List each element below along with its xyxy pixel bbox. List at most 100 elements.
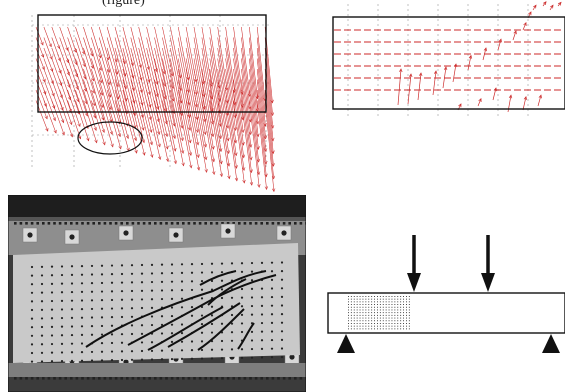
speckle-dot xyxy=(406,320,407,322)
displacement-vector xyxy=(201,68,214,137)
marker-dot xyxy=(40,325,44,329)
speckle-dot xyxy=(379,296,381,297)
marker-dot xyxy=(270,330,274,333)
speckle-dot xyxy=(394,328,396,330)
marker-dot xyxy=(280,347,284,350)
rail-hole xyxy=(58,222,62,225)
marker-dot xyxy=(60,299,64,302)
rail-hole xyxy=(19,377,23,380)
displacement-vector-head xyxy=(86,137,90,142)
marker-dot xyxy=(180,323,184,326)
displacement-vector-head xyxy=(108,93,112,98)
speckle-dot xyxy=(362,328,364,330)
displacement-vector-head xyxy=(226,137,230,142)
speckle-dot xyxy=(408,314,410,316)
speckle-dot xyxy=(382,323,384,324)
marker-dot xyxy=(170,323,174,326)
speckle-dot xyxy=(374,309,375,311)
speckle-dot xyxy=(356,325,358,327)
displacement-vector xyxy=(193,26,205,85)
marker-dot xyxy=(240,356,244,359)
marker-dot xyxy=(180,340,184,343)
marker-dot xyxy=(240,330,244,334)
rail-hole xyxy=(170,377,174,380)
speckle-dot xyxy=(379,314,381,316)
speckle-dot xyxy=(368,296,370,297)
marker-dot xyxy=(60,334,64,337)
rail-hole xyxy=(114,377,118,380)
displacement-vector xyxy=(83,26,93,57)
displacement-vector xyxy=(122,89,137,141)
rail-hole xyxy=(120,222,123,225)
marker-dot xyxy=(160,280,164,283)
displacement-vector xyxy=(225,79,237,156)
rail-hole xyxy=(75,377,79,380)
marker-dot xyxy=(210,279,214,283)
strain-vector-head xyxy=(419,72,423,77)
displacement-vector-head xyxy=(78,135,82,140)
marker-dot xyxy=(270,321,274,324)
marker-dot xyxy=(50,351,54,354)
displacement-vector xyxy=(146,79,160,135)
displacement-vector-head xyxy=(45,127,49,132)
marker-dot xyxy=(30,265,34,269)
displacement-field-panel xyxy=(0,5,290,195)
marker-dot xyxy=(40,351,44,354)
marker-dot xyxy=(210,314,214,317)
marker-dot xyxy=(170,332,174,335)
speckle-dot xyxy=(391,323,393,324)
marker-dot xyxy=(160,349,164,352)
displacement-vector-head xyxy=(133,137,138,142)
displacement-vector xyxy=(51,58,62,86)
displacement-vector xyxy=(146,68,160,122)
marker-dot xyxy=(180,297,184,300)
rail-hole xyxy=(154,222,157,225)
displacement-vector-head xyxy=(134,149,138,154)
rail-hole xyxy=(210,222,213,225)
displacement-vector xyxy=(201,79,214,150)
rail-hole xyxy=(294,377,297,380)
rail-hole xyxy=(215,377,219,380)
speckle-dot xyxy=(368,323,370,324)
displacement-vector xyxy=(122,68,136,116)
speckle-dot xyxy=(397,301,399,303)
speckle-dot xyxy=(397,306,399,308)
marker-dot xyxy=(80,308,84,311)
displacement-vector-head xyxy=(186,89,190,94)
speckle-dot xyxy=(379,309,381,311)
displacement-vector-head xyxy=(155,81,159,85)
marker-dot xyxy=(60,342,64,345)
speckle-dot xyxy=(365,312,367,314)
speckle-dot xyxy=(362,320,364,322)
speckle-dot xyxy=(353,306,355,308)
displacement-vector-head xyxy=(100,104,104,109)
speckle-dot xyxy=(350,296,352,297)
marker-dot xyxy=(250,261,254,265)
marker-dot xyxy=(160,297,164,301)
marker-dot xyxy=(30,274,34,277)
marker-dot xyxy=(170,306,174,309)
marker-dot xyxy=(150,358,154,361)
marker-dot xyxy=(80,351,84,354)
displacement-vector xyxy=(177,37,190,93)
highlight-ellipse xyxy=(77,121,143,155)
marker-dot xyxy=(50,325,54,328)
speckle-dot xyxy=(348,298,349,300)
speckle-dot xyxy=(356,314,358,316)
marker-dot xyxy=(250,339,254,342)
displacement-vector-head xyxy=(69,133,74,138)
speckle-dot xyxy=(388,312,390,314)
rail-hole xyxy=(238,222,241,225)
marker-dot xyxy=(70,359,74,362)
displacement-vector-head xyxy=(249,182,254,186)
marker-dot xyxy=(150,272,154,275)
speckle-dot xyxy=(391,317,393,319)
rail-hole xyxy=(249,222,252,225)
marker-dot xyxy=(110,324,114,327)
rail-hole xyxy=(109,222,112,225)
strain-vector-head xyxy=(533,4,537,9)
marker-dot xyxy=(190,357,194,360)
speckle-dot xyxy=(348,323,349,324)
marker-dot xyxy=(120,315,124,319)
displacement-vector xyxy=(249,68,259,150)
